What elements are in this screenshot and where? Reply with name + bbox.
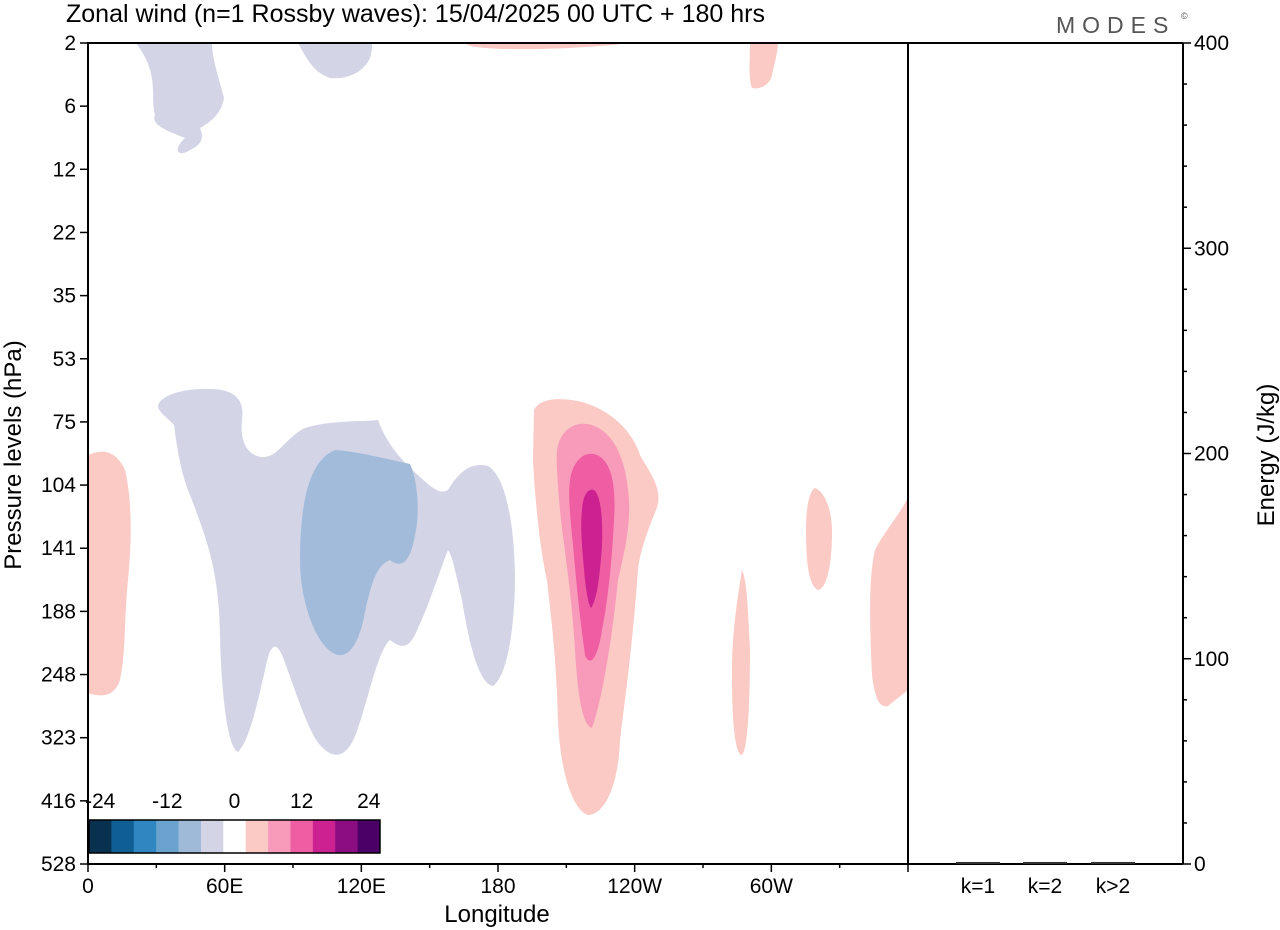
colorbar-swatch	[178, 820, 202, 853]
longitude-axis: 0 60E 120E 180 120W 60W	[82, 864, 909, 898]
y-tick-label: 141	[41, 537, 76, 560]
colorbar-swatch	[357, 820, 381, 853]
contour-field	[88, 43, 908, 815]
colorbar-swatch	[156, 820, 180, 853]
contour-negative-upper-west	[136, 43, 224, 154]
energy-tick-label: 100	[1194, 648, 1229, 671]
energy-tick-label: 200	[1194, 443, 1229, 466]
x-tick-label: 120E	[337, 875, 386, 898]
contour-positive-east-thin	[731, 570, 750, 755]
contour-positive-east-blob	[806, 488, 832, 590]
energy-tick-label: 400	[1194, 32, 1229, 55]
y-tick-label: 22	[53, 221, 76, 244]
colorbar-swatch	[290, 820, 314, 853]
energy-tick-label: 0	[1194, 853, 1206, 876]
y-tick-label: 53	[53, 348, 76, 371]
contour-positive-upper-2	[749, 43, 778, 89]
contour-negative-upper-mid	[298, 43, 372, 79]
energy-category-label: k=1	[961, 875, 995, 898]
contour-positive-east-edge	[870, 497, 908, 707]
colorbar-swatch	[133, 820, 157, 853]
colorbar-label: -24	[85, 790, 116, 813]
contour-positive-level4	[581, 489, 603, 608]
energy-category-label: k=2	[1028, 875, 1062, 898]
colorbar-swatch	[245, 820, 269, 853]
pressure-axis: 2 6 12 22 35 53 75 104 141 188 248 323 416 528	[41, 32, 88, 876]
colorbar-swatch	[268, 820, 291, 853]
colorbar-label: 24	[357, 790, 381, 813]
contour-positive-upper-1	[465, 43, 625, 50]
x-axis-label: Longitude	[444, 901, 549, 928]
colorbar-label: 0	[229, 790, 241, 813]
contour-negative-core	[300, 450, 418, 656]
y-axis-label: Pressure levels (hPa)	[0, 340, 27, 569]
energy-bar	[1023, 861, 1067, 864]
colorbar-swatch	[89, 820, 112, 853]
colorbar-swatch	[312, 820, 336, 853]
colorbar-swatch	[200, 820, 224, 853]
y-tick-label: 528	[41, 853, 76, 876]
y-tick-label: 35	[53, 285, 76, 308]
y-tick-label: 104	[41, 474, 76, 497]
y-tick-label: 6	[64, 95, 76, 118]
y-tick-label: 416	[41, 790, 76, 813]
energy-panel: 0 100 200 300 400 k=1 k=2 k>2 Energy (J/kg)	[908, 32, 1280, 898]
colorbar-swatch	[111, 820, 135, 853]
chart-title: Zonal wind (n=1 Rossby waves): 15/04/202…	[66, 0, 765, 28]
colorbar-swatch	[223, 820, 247, 853]
energy-tick-label: 300	[1194, 237, 1229, 260]
y-tick-label: 75	[53, 411, 76, 434]
energy-category-label: k>2	[1096, 875, 1130, 898]
energy-axis-label: Energy (J/kg)	[1253, 384, 1280, 527]
colorbar-label: -12	[152, 790, 182, 813]
colorbar: -24 -12 0 12 24	[85, 790, 381, 854]
colorbar-swatch	[335, 820, 359, 853]
y-tick-label: 248	[41, 664, 76, 687]
y-tick-label: 12	[53, 158, 76, 181]
y-tick-label: 323	[41, 727, 76, 750]
energy-bar	[956, 861, 1000, 864]
modes-logo: MODES	[1056, 12, 1175, 38]
y-tick-label: 2	[64, 32, 76, 55]
x-tick-label: 180	[480, 875, 515, 898]
x-tick-label: 120W	[607, 875, 662, 898]
colorbar-label: 12	[290, 790, 313, 813]
energy-bar	[1091, 861, 1135, 864]
contour-positive-west-edge	[88, 451, 131, 696]
x-tick-label: 60E	[206, 875, 243, 898]
x-tick-label: 60W	[750, 875, 793, 898]
y-tick-label: 188	[41, 600, 76, 623]
x-tick-label: 0	[82, 875, 94, 898]
logo-copyright-mark: ©	[1181, 11, 1188, 21]
